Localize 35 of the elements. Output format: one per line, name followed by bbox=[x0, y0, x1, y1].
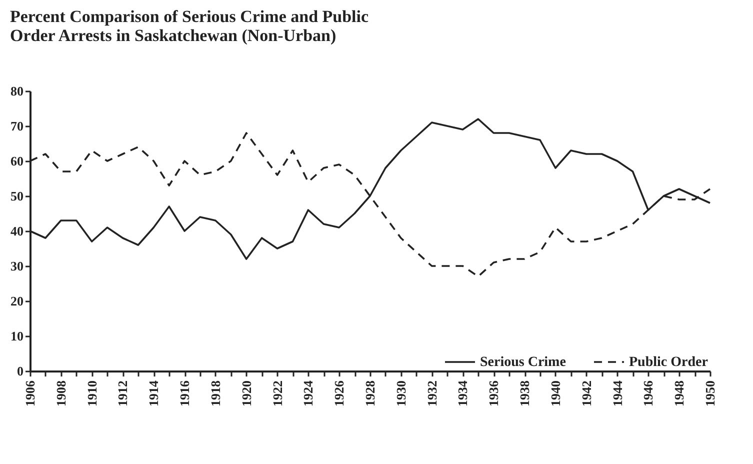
x-tick-label: 1910 bbox=[84, 380, 100, 406]
y-tick-label: 0 bbox=[17, 364, 24, 378]
x-tick-label: 1942 bbox=[578, 380, 594, 406]
x-tick-label: 1906 bbox=[22, 380, 38, 406]
x-tick-label: 1946 bbox=[640, 380, 656, 406]
x-tick-label: 1940 bbox=[548, 380, 563, 406]
y-tick-label: 60 bbox=[10, 154, 24, 168]
y-tick-label: 40 bbox=[10, 224, 24, 238]
x-tick-label: 1936 bbox=[486, 380, 502, 406]
x-tick-label: 1950 bbox=[702, 380, 718, 406]
x-tick-label: 1922 bbox=[270, 380, 285, 406]
y-tick-label: 30 bbox=[10, 258, 24, 274]
chart-title: Percent Comparison of Serious Crime and Public Order Arrests in Saskatchewan (Non-Urban) bbox=[10, 7, 370, 45]
x-tick-label: 1926 bbox=[332, 380, 347, 406]
y-tick-label: 50 bbox=[10, 188, 24, 204]
x-tick-label: 1934 bbox=[455, 380, 470, 406]
y-tick-label: 10 bbox=[10, 328, 24, 344]
x-tick-label: 1944 bbox=[610, 380, 625, 406]
x-tick-label: 1948 bbox=[672, 380, 687, 406]
x-tick-label: 1914 bbox=[146, 380, 162, 406]
x-tick-label: 1916 bbox=[177, 380, 192, 406]
x-tick-label: 1912 bbox=[115, 380, 130, 406]
x-tick-label: 1908 bbox=[53, 380, 68, 406]
y-tick-label: 80 bbox=[10, 84, 24, 98]
x-tick-label: 1924 bbox=[300, 380, 316, 406]
x-tick-label: 1930 bbox=[393, 380, 408, 406]
y-tick-label: 70 bbox=[10, 118, 24, 134]
x-tick-label: 1920 bbox=[238, 380, 254, 406]
x-tick-label: 1938 bbox=[517, 380, 532, 406]
x-tick-label: 1928 bbox=[362, 380, 378, 406]
legend-label: Serious Crime bbox=[480, 355, 566, 370]
x-tick-label: 1932 bbox=[424, 380, 440, 406]
y-tick-label: 20 bbox=[10, 294, 24, 308]
legend-label: Public Order bbox=[629, 355, 708, 370]
x-tick-label: 1918 bbox=[208, 380, 223, 406]
